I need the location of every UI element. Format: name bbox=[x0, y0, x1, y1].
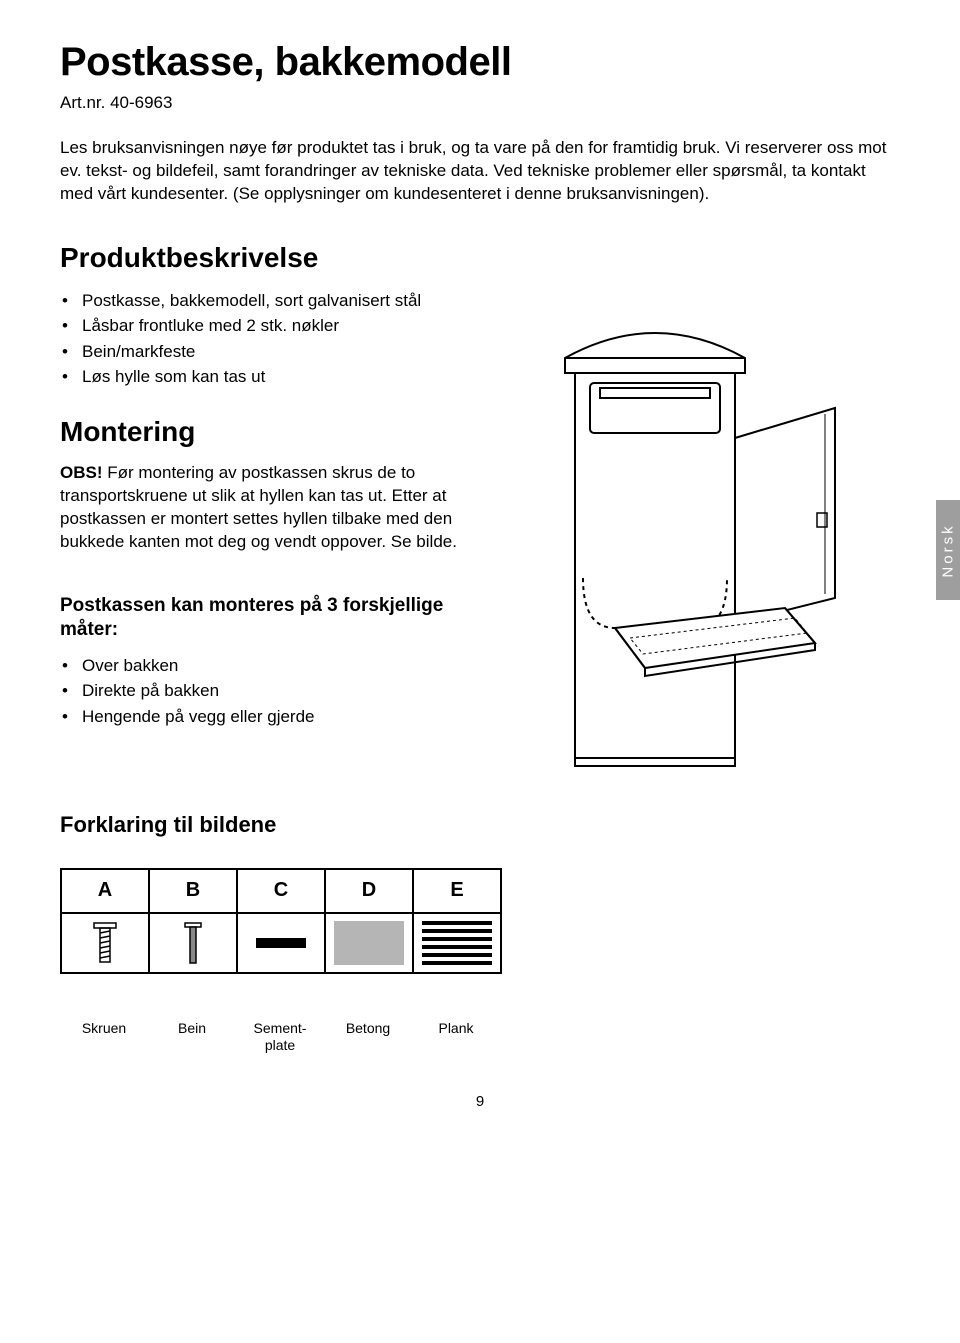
legend-labels: Skruen Bein Sement- plate Betong Plank bbox=[60, 1014, 900, 1054]
legend-label: Betong bbox=[324, 1014, 412, 1054]
legend-label: Plank bbox=[412, 1014, 500, 1054]
list-item: Direkte på bakken bbox=[60, 678, 490, 704]
obs-label: OBS! bbox=[60, 463, 103, 482]
page-title: Postkasse, bakkemodell bbox=[60, 40, 900, 85]
produktbeskrivelse-heading: Produktbeskrivelse bbox=[60, 242, 900, 274]
montering-heading: Montering bbox=[60, 416, 490, 448]
mailbox-illustration bbox=[555, 288, 865, 778]
list-item: Postkasse, bakkemodell, sort galvanisert… bbox=[60, 288, 490, 314]
list-item: Hengende på vegg eller gjerde bbox=[60, 704, 490, 730]
forklaring-heading: Forklaring til bildene bbox=[60, 812, 900, 838]
intro-paragraph: Les bruksanvisningen nøye før produktet … bbox=[60, 137, 900, 206]
obs-text: Før montering av postkassen skrus de to … bbox=[60, 463, 457, 551]
screw-icon bbox=[61, 913, 149, 973]
legend-header: D bbox=[325, 869, 413, 913]
article-number: Art.nr. 40-6963 bbox=[60, 93, 900, 113]
page-number: 9 bbox=[60, 1093, 900, 1110]
list-item: Bein/markfeste bbox=[60, 339, 490, 365]
legend-label: Sement- plate bbox=[236, 1014, 324, 1054]
produktbeskrivelse-list: Postkasse, bakkemodell, sort galvanisert… bbox=[60, 288, 490, 390]
concrete-icon bbox=[325, 913, 413, 973]
plank-icon bbox=[413, 913, 501, 973]
legend-label: Skruen bbox=[60, 1014, 148, 1054]
list-item: Låsbar frontluke med 2 stk. nøkler bbox=[60, 313, 490, 339]
leg-icon bbox=[149, 913, 237, 973]
legend-header: C bbox=[237, 869, 325, 913]
list-item: Over bakken bbox=[60, 653, 490, 679]
mount-methods-heading: Postkassen kan monteres på 3 forskjellig… bbox=[60, 594, 490, 643]
legend-table: A B C D E bbox=[60, 868, 502, 974]
language-tab: Norsk bbox=[936, 500, 960, 600]
legend-header: B bbox=[149, 869, 237, 913]
legend-header: E bbox=[413, 869, 501, 913]
list-item: Løs hylle som kan tas ut bbox=[60, 364, 490, 390]
obs-paragraph: OBS! Før montering av postkassen skrus d… bbox=[60, 462, 490, 554]
legend-header: A bbox=[61, 869, 149, 913]
legend-label: Bein bbox=[148, 1014, 236, 1054]
cementplate-icon bbox=[237, 913, 325, 973]
language-tab-label: Norsk bbox=[940, 523, 957, 577]
mount-methods-list: Over bakken Direkte på bakken Hengende p… bbox=[60, 653, 490, 730]
